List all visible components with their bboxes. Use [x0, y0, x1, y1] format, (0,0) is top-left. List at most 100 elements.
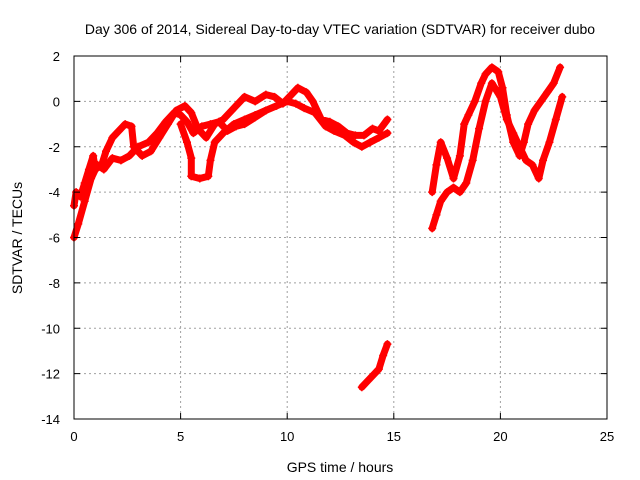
series-segment-a-upper-branch [70, 83, 392, 210]
y-tick-label: -8 [48, 276, 60, 291]
data-point [291, 99, 300, 108]
data-point [481, 70, 490, 79]
data-point [206, 120, 215, 129]
data-point [524, 120, 533, 129]
data-point [182, 117, 191, 126]
data-point [195, 174, 204, 183]
series-segment-c-upper-branch [428, 63, 565, 197]
data-point [197, 122, 206, 131]
data-point [310, 108, 319, 117]
axis-ticks: 0 5 10 15 20 25 -14 -12 -10 -8 -6 -4 -2 0 2 [41, 49, 614, 444]
x-tick-label: 20 [493, 429, 507, 444]
data-point [283, 97, 292, 106]
data-point [270, 92, 279, 101]
data-point [455, 188, 464, 197]
data-point [89, 151, 98, 160]
data-point [340, 131, 349, 140]
data-point [219, 129, 228, 138]
data-point [487, 79, 496, 88]
data-point [251, 97, 260, 106]
data-point [80, 197, 89, 206]
data-point [494, 67, 503, 76]
data-point [125, 151, 134, 160]
data-point [99, 165, 108, 174]
data-point [359, 131, 368, 140]
data-point [189, 129, 198, 138]
data-point [549, 79, 558, 88]
y-tick-label: 0 [53, 94, 60, 109]
data-point [251, 110, 260, 119]
data-point [240, 92, 249, 101]
data-point [133, 142, 142, 151]
data-point [180, 101, 189, 110]
data-point [443, 188, 452, 197]
data-point [176, 120, 185, 129]
series-segment-a-dip-branch [176, 106, 270, 183]
data-point [187, 172, 196, 181]
y-axis-label: SDTVAR / TECUs [9, 182, 25, 294]
data-point [432, 160, 441, 169]
data-point [357, 383, 366, 392]
data-point [108, 133, 117, 142]
data-point [330, 126, 339, 135]
grid-lines [74, 56, 607, 419]
data-point [455, 151, 464, 160]
y-tick-label: -12 [41, 367, 60, 382]
data-point [349, 138, 358, 147]
data-point [374, 365, 383, 374]
data-point [374, 133, 383, 142]
data-point [496, 92, 505, 101]
data-point [161, 117, 170, 126]
y-tick-label: 2 [53, 49, 60, 64]
data-point [121, 120, 130, 129]
data-point [515, 142, 524, 151]
data-point [138, 151, 147, 160]
data-point [368, 124, 377, 133]
data-point [460, 120, 469, 129]
data-point [144, 138, 153, 147]
data-point [87, 174, 96, 183]
y-tick-label: -2 [48, 140, 60, 155]
data-point [364, 376, 373, 385]
data-point [498, 83, 507, 92]
series-trace [70, 97, 391, 241]
data-point [383, 129, 392, 138]
data-point [210, 138, 219, 147]
data-point [204, 172, 213, 181]
x-tick-label: 25 [600, 429, 614, 444]
x-tick-label: 0 [70, 429, 77, 444]
data-point [202, 133, 211, 142]
data-point [475, 124, 484, 133]
data-point [74, 219, 83, 228]
data-point [428, 188, 437, 197]
y-tick-label: -14 [41, 412, 60, 427]
data-point [521, 156, 530, 165]
data-point [287, 90, 296, 99]
data-point [272, 101, 281, 110]
data-point [357, 142, 366, 151]
y-tick-label: -6 [48, 231, 60, 246]
data-point [232, 101, 241, 110]
series-segment-a-lower-branch [70, 97, 392, 242]
data-point [93, 160, 102, 169]
data-point [543, 88, 552, 97]
data-point [227, 106, 236, 115]
data-point [545, 138, 554, 147]
data-point [509, 129, 518, 138]
data-point [502, 115, 511, 124]
data-point [293, 83, 302, 92]
data-point [449, 174, 458, 183]
data-point [101, 147, 110, 156]
data-point [240, 115, 249, 124]
x-axis-label: GPS time / hours [287, 459, 394, 475]
data-point [229, 120, 238, 129]
data-point [449, 183, 458, 192]
chart-title: Day 306 of 2014, Sidereal Day-to-day VTE… [85, 21, 595, 37]
data-point [536, 97, 545, 106]
data-point [379, 351, 388, 360]
data-point [116, 156, 125, 165]
data-point [366, 138, 375, 147]
data-point [187, 154, 196, 163]
x-tick-label: 10 [280, 429, 294, 444]
